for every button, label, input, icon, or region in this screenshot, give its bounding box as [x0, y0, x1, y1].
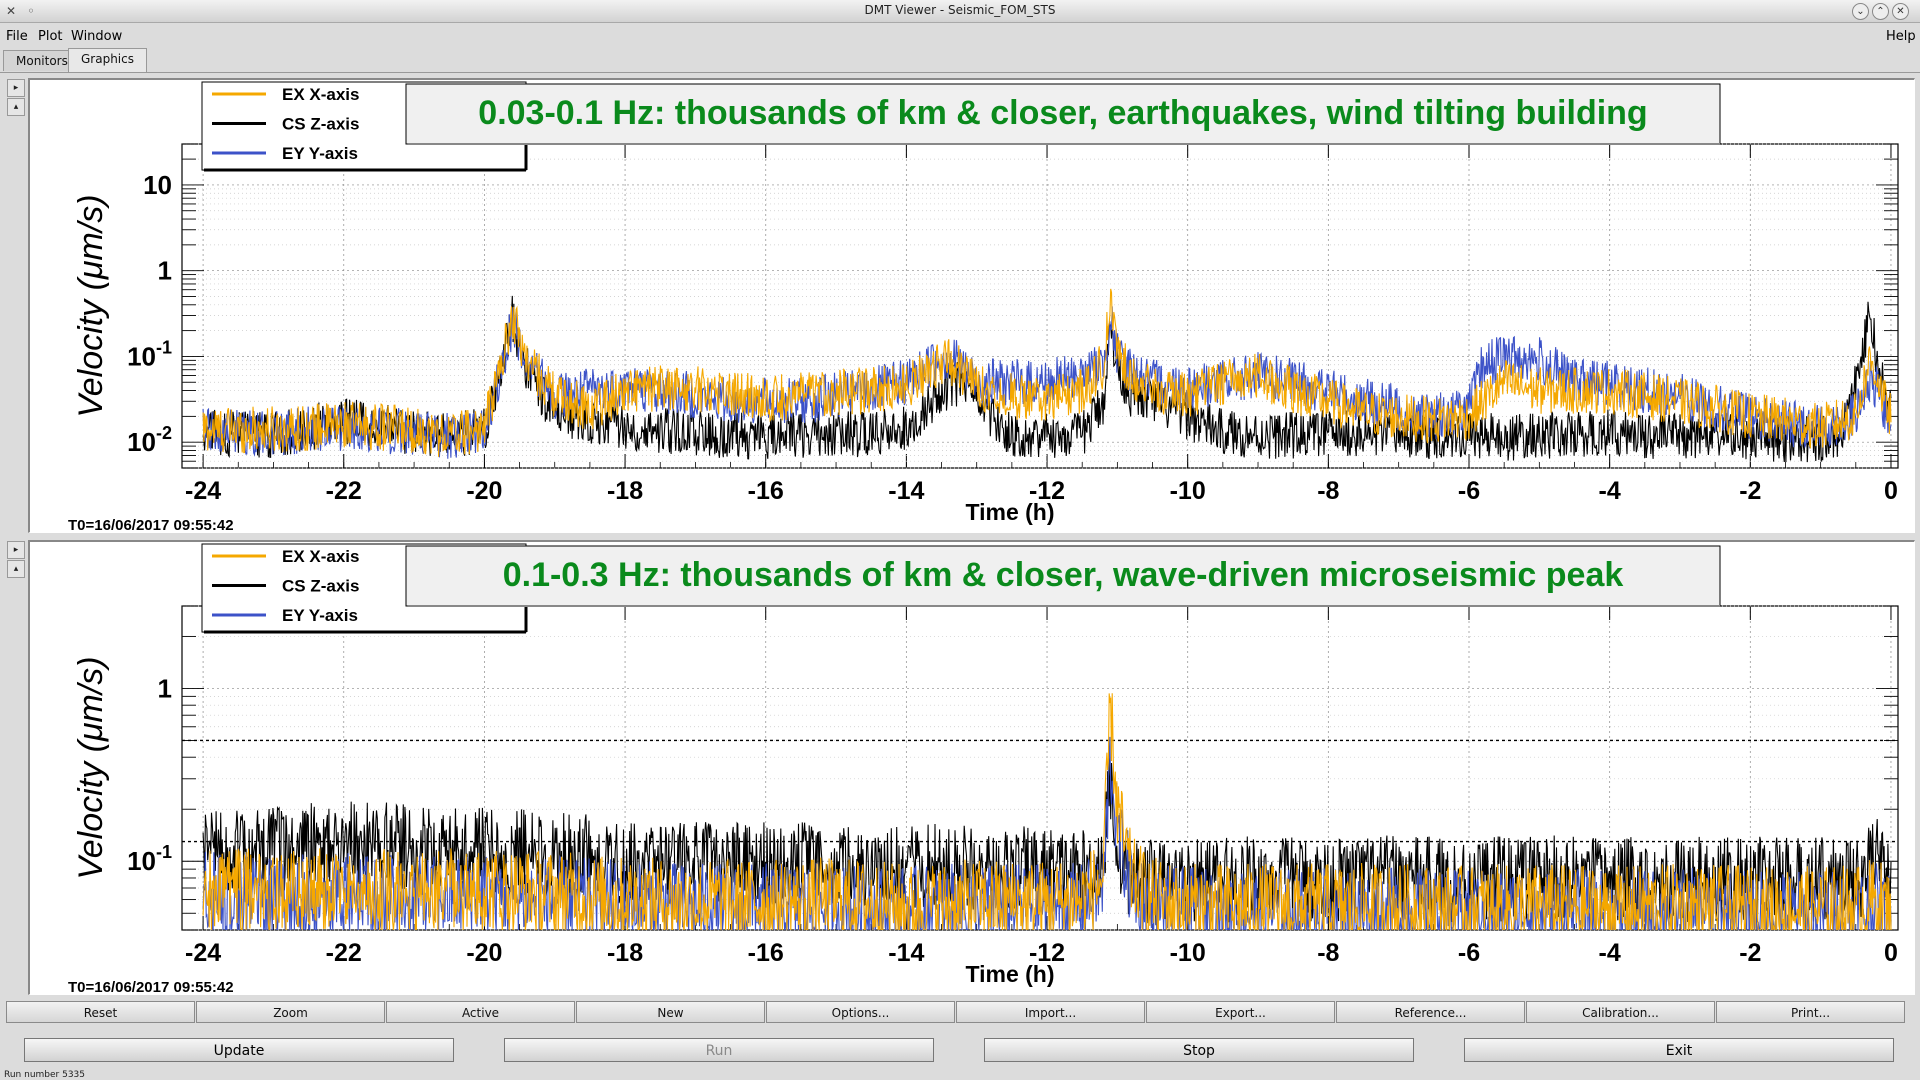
x-tick-label: -18	[607, 939, 643, 967]
x-tick-label: -4	[1599, 939, 1621, 967]
x-tick-label: -24	[185, 939, 221, 967]
x-tick-label: -18	[607, 477, 643, 505]
tab-graphics[interactable]: Graphics	[68, 48, 147, 72]
legend-entry: EY Y-axis	[282, 606, 358, 625]
x-tick-label: -2	[1739, 477, 1761, 505]
update-button[interactable]: Update	[24, 1038, 454, 1062]
legend-entry: CS Z-axis	[282, 577, 359, 596]
run-button[interactable]: Run	[504, 1038, 934, 1062]
tab-bar: Monitors Graphics	[0, 48, 1920, 73]
x-tick-label: -6	[1458, 477, 1480, 505]
menu-plot[interactable]: Plot	[38, 29, 63, 44]
window-title: DMT Viewer - Seismic_FOM_STS	[864, 3, 1056, 17]
x-tick-label: -24	[185, 477, 221, 505]
toolbar-button-reset[interactable]: Reset	[6, 1001, 195, 1023]
toolbar-button-new[interactable]: New	[576, 1001, 765, 1023]
x-tick-label: -22	[326, 939, 362, 967]
x-tick-label: -10	[1170, 477, 1206, 505]
x-tick-label: -12	[1029, 939, 1065, 967]
chart-title: 0.03-0.1 Hz: thousands of km & closer, e…	[478, 94, 1647, 132]
menu-bar: File Plot Window Help	[0, 23, 1920, 47]
tab-monitors[interactable]: Monitors	[3, 50, 81, 71]
plot-panel-top[interactable]: -24 -22 -20 -18 -16 -14 -12 -10 -8 -6 -4 -2 0 10-2 10-…	[28, 78, 1915, 534]
y-axis-label: Velocity (μm/s)	[72, 656, 110, 879]
t0-annotation: T0=16/06/2017 09:55:42	[68, 517, 234, 532]
y-tick-label: 1	[158, 256, 172, 286]
menu-file[interactable]: File	[6, 29, 28, 44]
pad2-collapse-arrow-icon[interactable]: ▴	[7, 560, 25, 578]
stop-button[interactable]: Stop	[984, 1038, 1414, 1062]
x-axis-label: Time (h)	[965, 499, 1054, 525]
y-tick-label: 10-1	[127, 842, 172, 876]
x-tick-label: -6	[1458, 939, 1480, 967]
toolbar-button-zoom[interactable]: Zoom	[196, 1001, 385, 1023]
pad-up-arrow-icon[interactable]: ▸	[7, 79, 25, 97]
x-axis-label: Time (h)	[965, 961, 1054, 987]
x-tick-label: -20	[466, 477, 502, 505]
velocity-chart-bottom: -24 -22 -20 -18 -16 -14 -12 -10 -8 -6 -4 -2 010-11Ti…	[68, 543, 1899, 996]
velocity-chart-top: -24 -22 -20 -18 -16 -14 -12 -10 -8 -6 -4 -2 010-210-…	[68, 81, 1899, 534]
menu-help[interactable]: Help	[1886, 29, 1916, 44]
x-tick-label: -16	[748, 477, 784, 505]
x-tick-label: -12	[1029, 477, 1065, 505]
y-tick-label: 10	[143, 170, 172, 200]
x-tick-label: -8	[1317, 939, 1339, 967]
legend-entry: EY Y-axis	[282, 144, 358, 163]
x-tick-label: -20	[466, 939, 502, 967]
x-tick-label: -16	[748, 939, 784, 967]
close-icon[interactable]: ✕	[1892, 3, 1909, 20]
x-tick-label: 0	[1884, 939, 1898, 967]
toolbar-button-active[interactable]: Active	[386, 1001, 575, 1023]
toolbar-button-print[interactable]: Print...	[1716, 1001, 1905, 1023]
x-tick-label: -8	[1317, 477, 1339, 505]
series-line-ex-x-axis	[202, 288, 1892, 457]
window-menu-icon[interactable]: ◦	[27, 4, 35, 18]
toolbar-button-export[interactable]: Export...	[1146, 1001, 1335, 1023]
maximize-icon[interactable]: ⌃	[1872, 3, 1889, 20]
legend-entry: EX X-axis	[282, 547, 360, 566]
x-tick-label: -2	[1739, 939, 1761, 967]
t0-annotation: T0=16/06/2017 09:55:42	[68, 979, 234, 994]
legend-entry: CS Z-axis	[282, 115, 359, 134]
minimize-icon[interactable]: ⌄	[1852, 3, 1869, 20]
exit-button[interactable]: Exit	[1464, 1038, 1894, 1062]
pad-collapse-arrow-icon[interactable]: ▴	[7, 98, 25, 116]
x-tick-label: -4	[1599, 477, 1621, 505]
y-axis-label: Velocity (μm/s)	[72, 194, 110, 417]
plot-panel-bottom[interactable]: -24 -22 -20 -18 -16 -14 -12 -10 -8 -6 -4 -2 0 10-1 1 Ti…	[28, 540, 1915, 996]
y-tick-label: 10-1	[127, 337, 172, 371]
toolbar-button-options[interactable]: Options...	[766, 1001, 955, 1023]
series-line-ex-x-axis	[202, 693, 1892, 930]
window-titlebar: ✕ ◦ DMT Viewer - Seismic_FOM_STS ⌄ ⌃ ✕	[0, 0, 1920, 23]
y-tick-label: 1	[158, 673, 172, 703]
control-bar: Update Run Stop Exit	[0, 1038, 1920, 1064]
pad2-up-arrow-icon[interactable]: ▸	[7, 541, 25, 559]
toolbar-button-import[interactable]: Import...	[956, 1001, 1145, 1023]
x-tick-label: 0	[1884, 477, 1898, 505]
y-tick-label: 10-2	[127, 423, 172, 457]
series-line-ey-y-axis	[202, 736, 1892, 930]
chart-title: 0.1-0.3 Hz: thousands of km & closer, wa…	[503, 556, 1624, 594]
toolbar-button-reference[interactable]: Reference...	[1336, 1001, 1525, 1023]
toolbar-button-calibration[interactable]: Calibration...	[1526, 1001, 1715, 1023]
x-tick-label: -14	[888, 477, 924, 505]
chart-title-box: 0.1-0.3 Hz: thousands of km & closer, wa…	[405, 545, 1721, 607]
x-tick-label: -14	[888, 939, 924, 967]
x-tick-label: -10	[1170, 939, 1206, 967]
chart-title-box: 0.03-0.1 Hz: thousands of km & closer, e…	[405, 83, 1721, 145]
legend-entry: EX X-axis	[282, 85, 360, 104]
status-bar: Run number 5335	[4, 1070, 86, 1080]
app-close-x-icon[interactable]: ✕	[5, 4, 17, 18]
menu-window[interactable]: Window	[71, 29, 123, 44]
x-tick-label: -22	[326, 477, 362, 505]
plot-toolbar: Reset Zoom Active New Options... Import... Exp…	[6, 1001, 1906, 1025]
